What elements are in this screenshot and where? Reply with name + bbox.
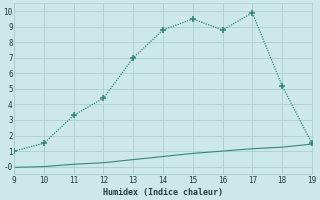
X-axis label: Humidex (Indice chaleur): Humidex (Indice chaleur) bbox=[103, 188, 223, 197]
